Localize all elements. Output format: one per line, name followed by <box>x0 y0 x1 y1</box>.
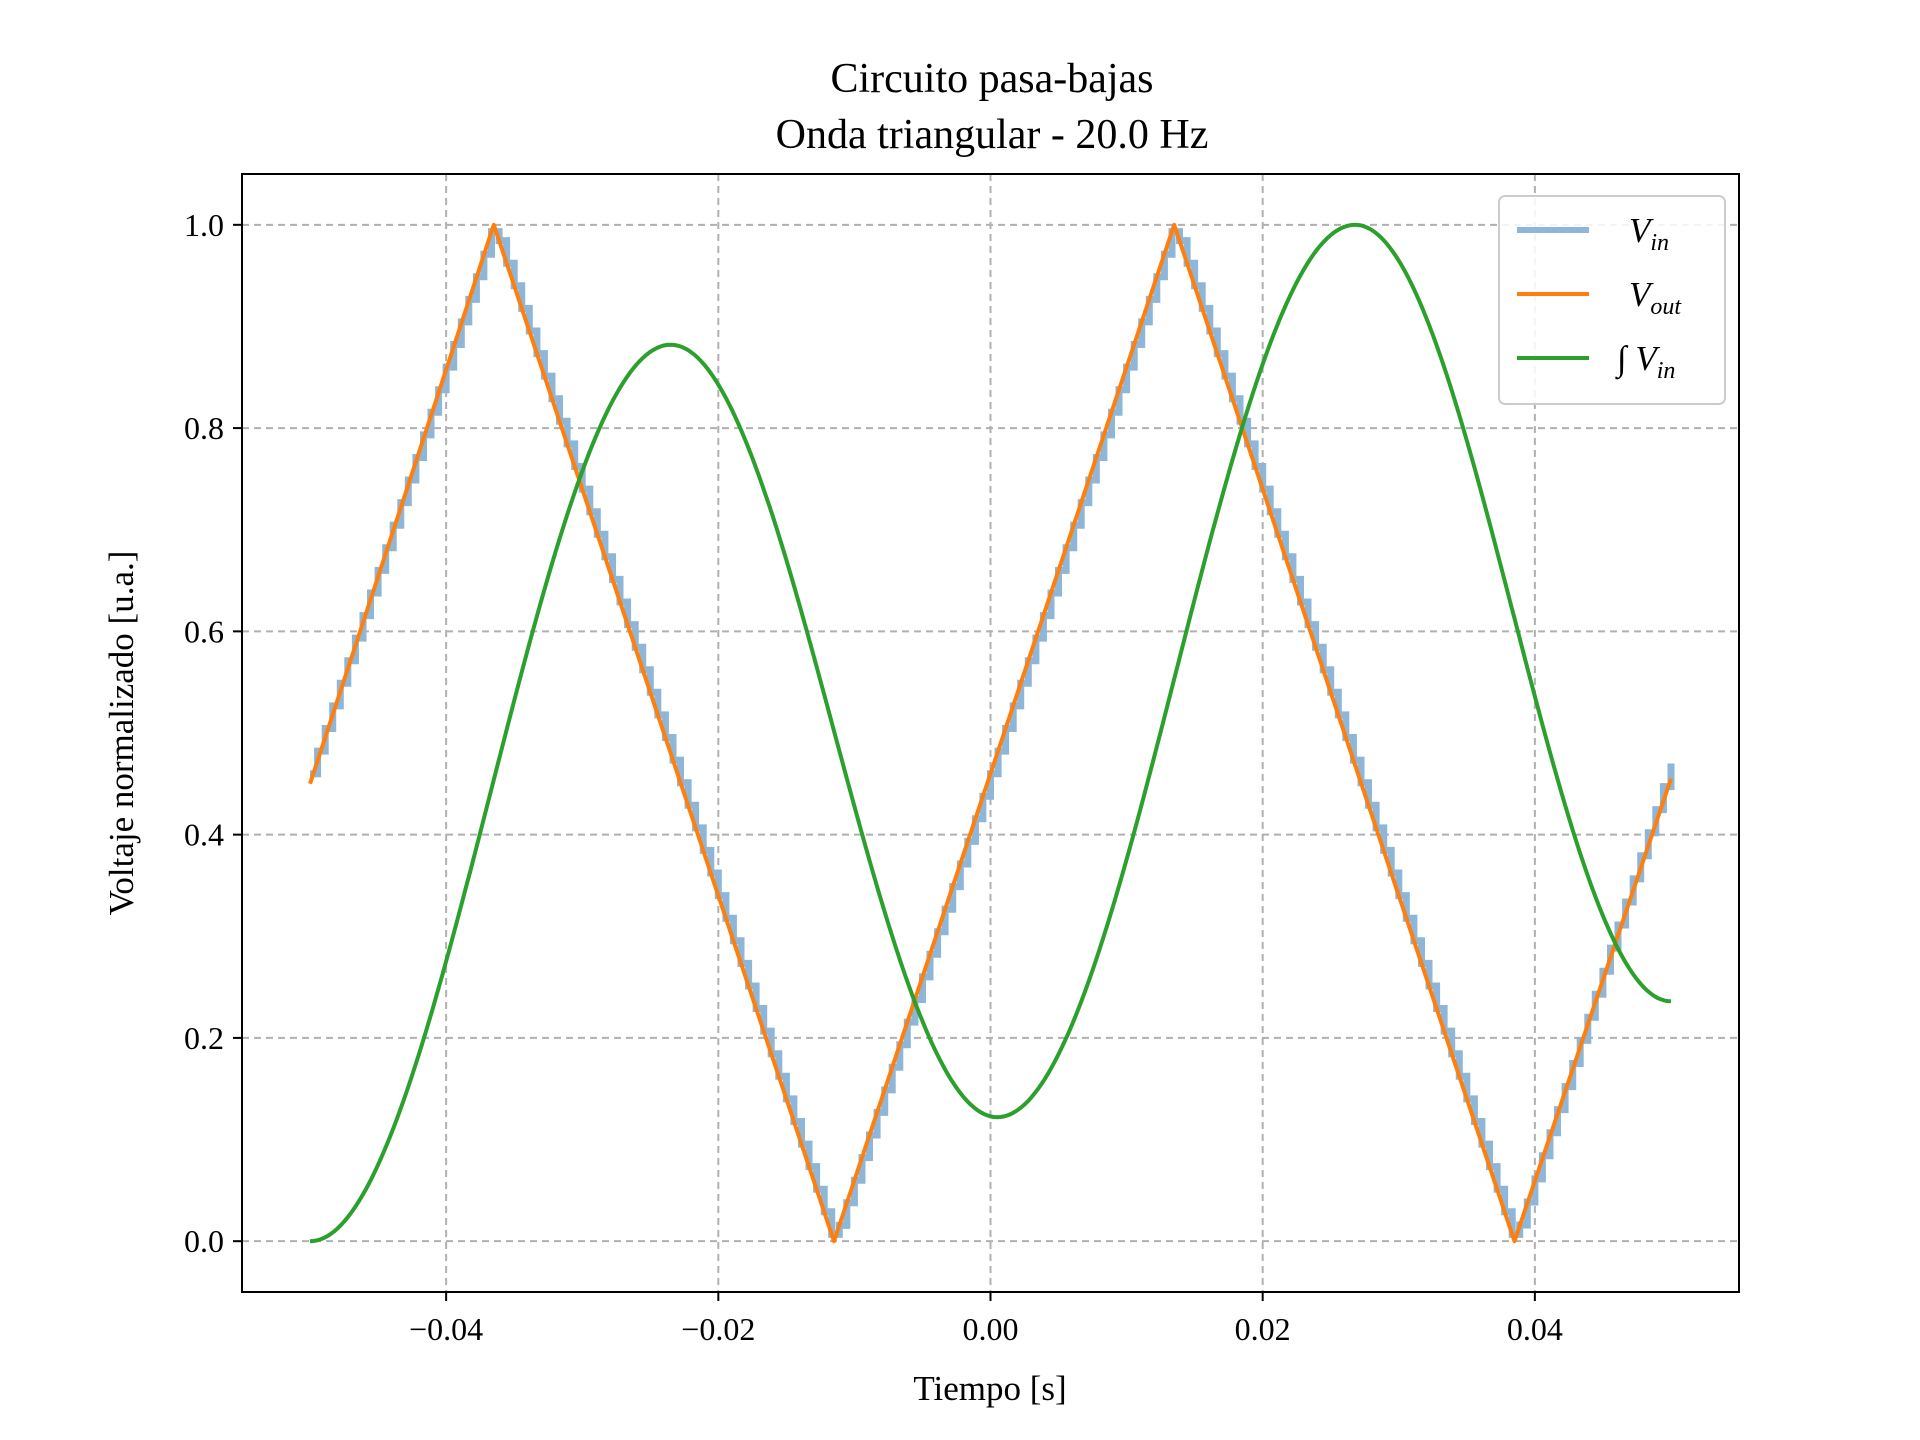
x-axis-label: Tiempo [s] <box>913 1369 1066 1408</box>
x-tick-label: 0.02 <box>1235 1311 1291 1347</box>
legend: Vin Vout ∫ Vin <box>1498 195 1726 405</box>
legend-label: Vout <box>1629 275 1682 320</box>
ticks: −0.04 −0.02 0.00 0.02 0.04 0.0 0.2 0.4 0.6 0.8 1.0 <box>184 207 1563 1347</box>
series-line-integral-vin <box>309 222 1672 1244</box>
x-tick-label: 0.00 <box>963 1311 1019 1347</box>
x-tick-label: 0.04 <box>1507 1311 1563 1347</box>
legend-label: ∫ Vin <box>1615 339 1675 384</box>
x-tick-label: −0.04 <box>409 1311 483 1347</box>
series-layer <box>308 222 1675 1244</box>
chart-subtitle: Onda triangular - 20.0 Hz <box>776 112 1209 158</box>
y-tick-label: 0.0 <box>184 1223 224 1259</box>
legend-box <box>1498 195 1726 405</box>
y-axis-label: Voltaje normalizado [u.a.] <box>102 551 141 916</box>
y-tick-label: 0.2 <box>184 1020 224 1056</box>
y-tick-label: 0.8 <box>184 410 224 446</box>
x-tick-label: −0.02 <box>681 1311 755 1347</box>
y-tick-label: 0.6 <box>184 613 224 649</box>
y-tick-label: 0.4 <box>184 817 224 853</box>
legend-label: Vin <box>1629 211 1669 256</box>
series-line-vout <box>308 222 1673 1244</box>
chart-title: Circuito pasa-bajas <box>830 56 1153 102</box>
y-tick-label: 1.0 <box>184 207 224 243</box>
